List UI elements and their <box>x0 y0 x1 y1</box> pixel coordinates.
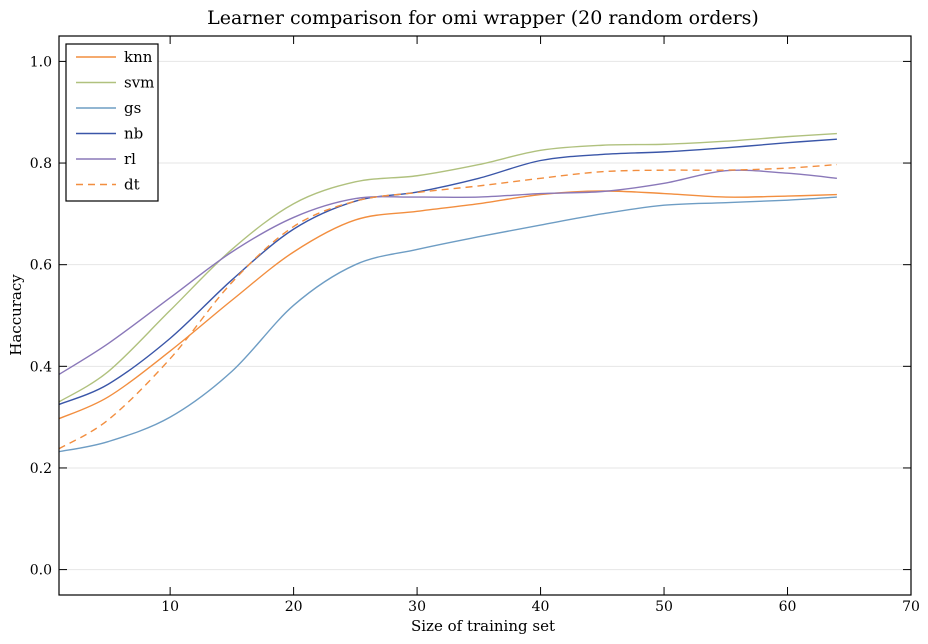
legend-label-knn: knn <box>124 48 153 66</box>
y-tick-label: 0.8 <box>30 156 52 172</box>
x-tick-label: 10 <box>161 599 179 615</box>
axis-ticks: 0.0 0.2 0.4 0.6 0.8 1.0 10 20 30 40 50 60 70 <box>30 36 920 615</box>
chart-title: Learner comparison for omi wrapper (20 r… <box>207 7 759 29</box>
grid-lines <box>59 60 911 571</box>
x-axis-label: Size of training set <box>411 617 555 635</box>
x-tick-label: 30 <box>408 599 426 615</box>
legend-label-rl: rl <box>124 150 136 168</box>
y-axis-label: Haccuracy <box>7 274 25 356</box>
series-line-dt <box>58 163 837 450</box>
x-tick-label: 20 <box>285 599 303 615</box>
y-tick-label: 0.6 <box>30 258 52 274</box>
x-tick-label: 40 <box>532 599 550 615</box>
legend-label-nb: nb <box>124 125 143 143</box>
y-tick-label: 0.4 <box>30 359 52 375</box>
legend-box <box>65 43 159 202</box>
x-tick-label: 60 <box>779 599 797 615</box>
series-line-nb <box>58 138 837 406</box>
x-tick-label: 70 <box>902 599 920 615</box>
x-tick-label: 50 <box>655 599 673 615</box>
legend-label-dt: dt <box>124 176 140 194</box>
series-line-svm <box>58 132 837 403</box>
legend-label-svm: svm <box>124 74 154 92</box>
legend-label-gs: gs <box>124 99 141 117</box>
series-line-knn <box>58 190 837 420</box>
series-line-gs <box>58 196 837 453</box>
y-tick-label: 0.2 <box>30 461 52 477</box>
y-tick-label: 1.0 <box>30 54 52 70</box>
series-line-rl <box>58 169 837 376</box>
legend: knn svm gs nb rl dt <box>65 43 159 202</box>
series-lines <box>58 132 837 453</box>
plot-frame <box>58 35 912 596</box>
y-tick-label: 0.0 <box>30 563 52 579</box>
